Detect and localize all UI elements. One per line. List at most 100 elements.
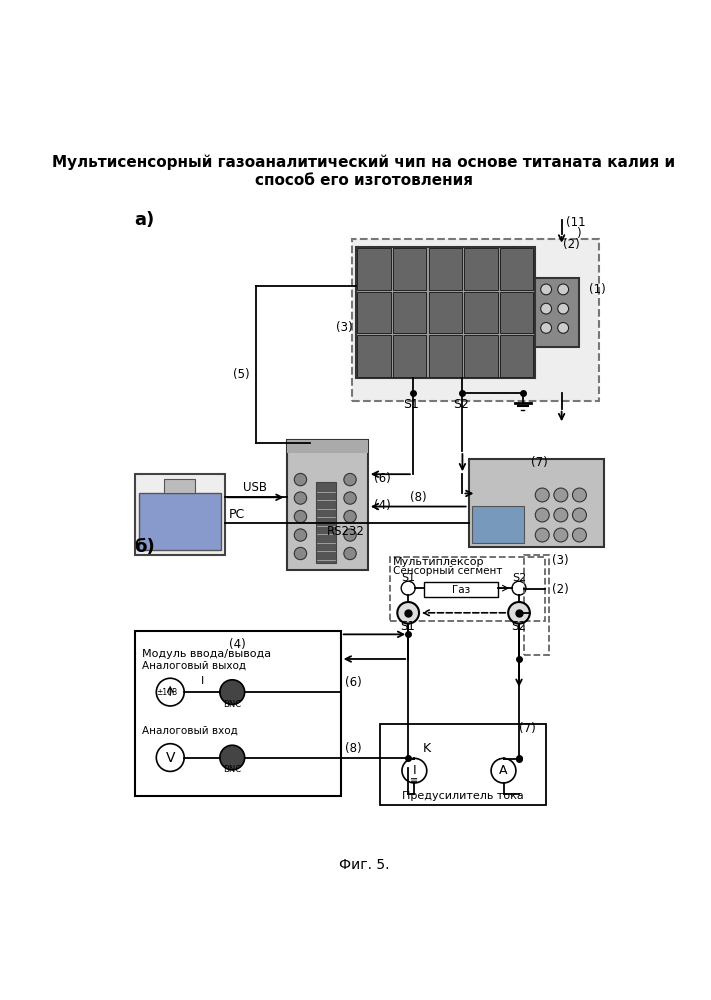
Circle shape [344, 492, 356, 504]
Bar [500, 292, 533, 333]
Text: (6): (6) [374, 472, 391, 485]
Circle shape [294, 473, 306, 486]
Text: (4): (4) [374, 498, 391, 512]
Bar [471, 506, 525, 543]
Text: Предусилитель тока: Предусилитель тока [402, 791, 523, 801]
Bar [287, 440, 368, 570]
Circle shape [572, 508, 587, 522]
Bar [164, 479, 195, 493]
Circle shape [491, 758, 516, 783]
Bar [393, 248, 427, 290]
Bar [464, 335, 498, 377]
Text: ): ) [576, 227, 580, 240]
Text: Мультиплексор: Мультиплексор [392, 557, 484, 567]
Text: (2): (2) [563, 238, 580, 251]
Bar [358, 335, 391, 377]
Circle shape [512, 581, 526, 595]
Text: A: A [499, 764, 508, 777]
Text: (8): (8) [345, 742, 361, 755]
Circle shape [294, 547, 306, 560]
Bar [390, 557, 545, 620]
Bar [356, 247, 535, 378]
Circle shape [557, 303, 569, 314]
Circle shape [294, 510, 306, 523]
Circle shape [540, 284, 552, 295]
Circle shape [535, 508, 549, 522]
Text: способ его изготовления: способ его изготовления [255, 173, 473, 188]
Text: Фиг. 5.: Фиг. 5. [338, 858, 389, 872]
Text: (2): (2) [552, 583, 569, 596]
Bar [358, 292, 391, 333]
Bar [500, 335, 533, 377]
Circle shape [557, 323, 569, 333]
Text: (11: (11 [566, 216, 586, 229]
Text: (8): (8) [410, 491, 427, 504]
Circle shape [344, 529, 356, 541]
Bar [424, 582, 498, 597]
Bar [429, 335, 462, 377]
Text: USB: USB [243, 481, 267, 494]
Circle shape [554, 508, 568, 522]
Circle shape [572, 528, 587, 542]
Text: I: I [201, 676, 203, 686]
Text: PC: PC [229, 508, 245, 521]
Bar [464, 248, 498, 290]
Text: S2: S2 [453, 398, 469, 411]
Bar [358, 248, 391, 290]
Circle shape [535, 528, 549, 542]
Bar [393, 335, 427, 377]
Circle shape [220, 745, 245, 770]
Text: (7): (7) [519, 722, 536, 735]
Bar [500, 248, 533, 290]
Text: S1: S1 [401, 620, 416, 633]
Text: BNC: BNC [223, 765, 241, 774]
Circle shape [554, 488, 568, 502]
Text: RS232: RS232 [327, 525, 365, 538]
Circle shape [397, 602, 419, 624]
Text: ±10В: ±10В [156, 688, 177, 697]
Circle shape [572, 488, 587, 502]
Circle shape [535, 488, 549, 502]
Text: (7): (7) [530, 456, 547, 469]
Circle shape [294, 529, 306, 541]
Text: (1): (1) [589, 283, 606, 296]
Text: (4): (4) [230, 638, 246, 651]
Bar [469, 459, 604, 547]
Circle shape [540, 323, 552, 333]
Text: V: V [166, 751, 175, 765]
Text: S1: S1 [403, 398, 419, 411]
Bar [135, 474, 225, 555]
Text: Газ: Газ [451, 585, 470, 595]
Text: Аналоговый выход: Аналоговый выход [141, 660, 245, 670]
Circle shape [401, 581, 415, 595]
Circle shape [156, 744, 184, 771]
Circle shape [557, 284, 569, 295]
Bar [380, 724, 546, 805]
Text: б): б) [134, 538, 154, 556]
Circle shape [344, 473, 356, 486]
Bar [429, 248, 462, 290]
Circle shape [344, 510, 356, 523]
Text: I: I [412, 764, 416, 777]
Text: S2: S2 [512, 573, 526, 583]
Text: ≡: ≡ [410, 775, 419, 785]
Text: K: K [423, 742, 431, 755]
Circle shape [540, 303, 552, 314]
Bar [316, 482, 336, 563]
Text: Сенсорный сегмент: Сенсорный сегмент [392, 566, 502, 576]
Bar [525, 555, 549, 655]
Text: (5): (5) [233, 368, 250, 381]
Text: а): а) [134, 211, 154, 229]
Circle shape [554, 528, 568, 542]
Text: Модуль ввода/вывода: Модуль ввода/вывода [141, 649, 271, 659]
Bar [135, 631, 341, 796]
Circle shape [156, 678, 184, 706]
Bar [535, 278, 579, 347]
Bar [464, 292, 498, 333]
Bar [393, 292, 427, 333]
Circle shape [344, 547, 356, 560]
Text: Мультисенсорный газоаналитический чип на основе титаната калия и: Мультисенсорный газоаналитический чип на… [53, 155, 675, 170]
Text: (3): (3) [552, 554, 569, 567]
Text: (3): (3) [336, 321, 353, 334]
Text: S2: S2 [511, 620, 526, 633]
